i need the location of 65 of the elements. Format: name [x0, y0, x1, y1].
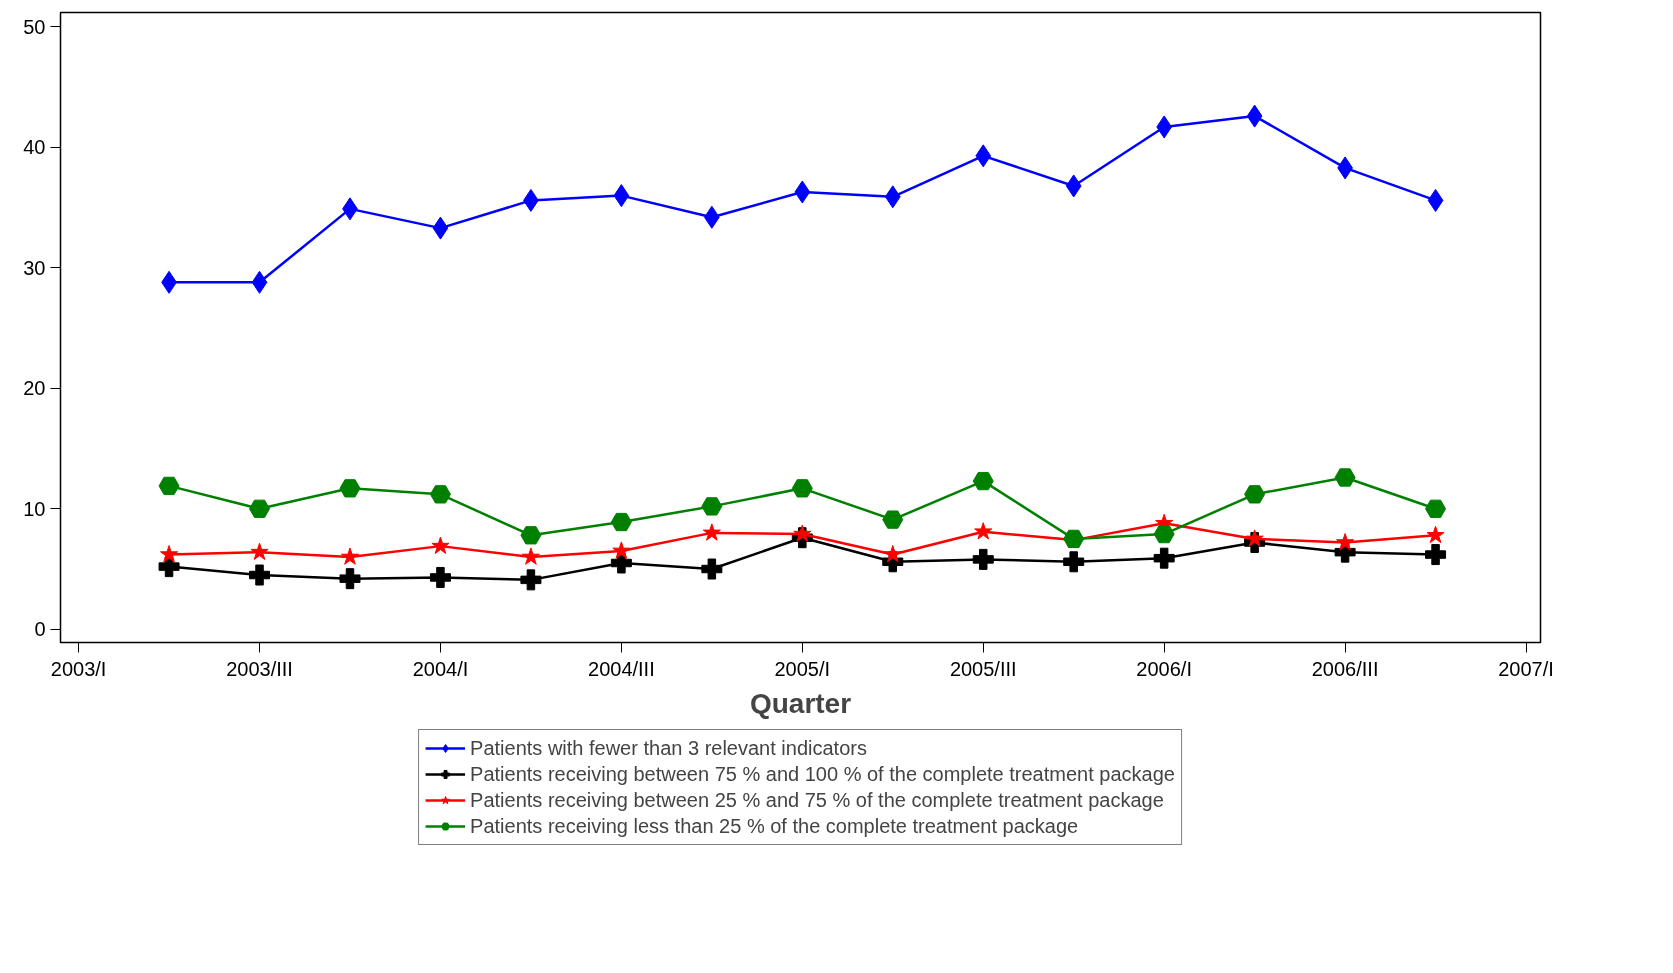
point: [975, 144, 992, 168]
point: [431, 536, 450, 554]
x-tick-label: 2003/I: [50, 657, 107, 680]
y-tick-label: 0: [34, 618, 46, 641]
x-tick-label: 2006/I: [1136, 657, 1192, 680]
point: [701, 558, 723, 580]
y-tick-label: 30: [23, 256, 46, 279]
point: [160, 545, 179, 563]
point: [793, 524, 812, 542]
legend-label: Patients receiving between 25 % and 75 % of the complete treatment package: [470, 788, 1164, 812]
point: [1425, 499, 1447, 518]
point: [791, 479, 813, 498]
x-tick-label: 2003/III: [226, 657, 293, 680]
point: [251, 270, 268, 294]
point: [1427, 188, 1444, 212]
point: [794, 180, 811, 204]
point: [702, 523, 721, 541]
point: [612, 541, 631, 559]
point: [1244, 485, 1266, 504]
legend-label: Patients receiving between 75 % and 100 % of the complete treatment package: [470, 762, 1175, 786]
point: [883, 545, 902, 563]
point: [884, 185, 901, 209]
point: [610, 512, 632, 532]
point: [1063, 551, 1085, 573]
point: [1065, 174, 1082, 198]
point: [701, 497, 723, 516]
point: [613, 184, 630, 208]
x-tick-label: 2004/I: [412, 657, 469, 680]
point: [882, 510, 904, 529]
point: [1334, 468, 1356, 487]
x-tick-label: 2006/III: [1311, 657, 1379, 680]
y-tick-label: 40: [23, 136, 46, 159]
point: [429, 566, 451, 588]
x-axis-title: Quarter: [749, 687, 852, 719]
y-tick-label: 50: [23, 15, 46, 38]
point: [521, 547, 540, 565]
point: [974, 522, 993, 540]
point: [158, 476, 180, 496]
point: [249, 564, 271, 586]
point: [520, 569, 542, 591]
point: [1153, 524, 1175, 544]
point: [340, 547, 360, 565]
point: [250, 542, 269, 560]
point: [972, 471, 994, 491]
point: [1246, 104, 1263, 128]
point: [1425, 544, 1447, 566]
point: [339, 479, 361, 498]
point: [1426, 525, 1445, 544]
point: [972, 548, 994, 570]
point: [1153, 547, 1175, 569]
point: [249, 499, 271, 518]
point: [432, 216, 449, 240]
y-tick-label: 20: [23, 377, 46, 400]
point: [1245, 529, 1264, 547]
y-tick-label: 10: [23, 497, 46, 520]
legend-label: Patients receiving less than 25 % of the complete treatment package: [470, 814, 1079, 838]
x-tick-label: 2004/III: [588, 657, 655, 680]
x-tick-label: 2005/III: [949, 657, 1017, 680]
x-tick-label: 2005/I: [774, 657, 831, 680]
legend-label: Patients with fewer than 3 relevant indicators: [470, 736, 867, 760]
x-tick-label: 2007/I: [1498, 657, 1554, 680]
point: [1336, 533, 1355, 551]
point: [339, 568, 361, 590]
point: [520, 526, 542, 545]
point: [429, 485, 451, 504]
